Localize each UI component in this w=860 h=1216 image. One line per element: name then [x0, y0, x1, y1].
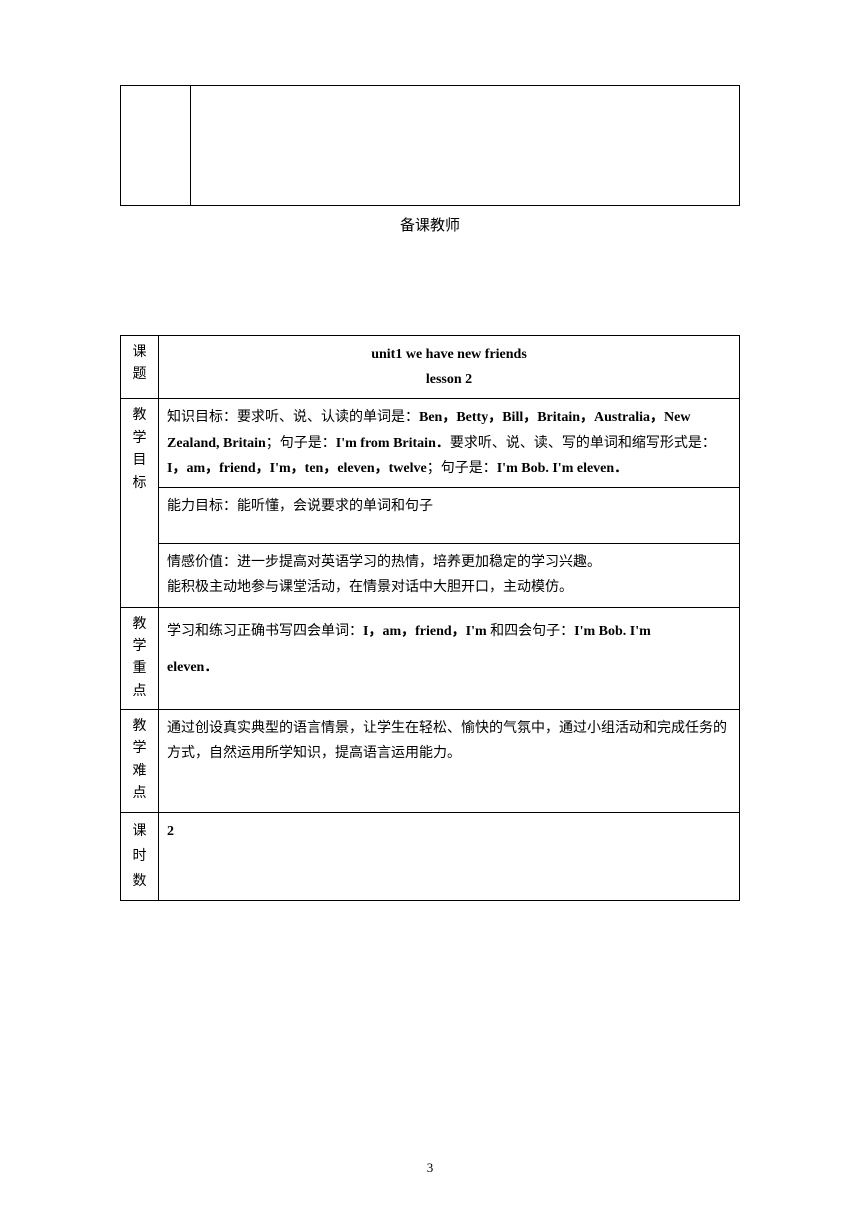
key-points-row: 教 学 重 点 学习和练习正确书写四会单词：I，am，friend，I'm 和四…: [121, 607, 740, 710]
knowledge-sentence1: I'm from Britain．: [336, 436, 450, 451]
knowledge-mid3: ；句子是：: [427, 461, 497, 476]
ability-text: 能力目标：能听懂，会说要求的单词和句子: [167, 499, 433, 514]
knowledge-mid2: 要求听、说、读、写的单词和缩写形式是：: [450, 436, 716, 451]
emotion-line2: 能积极主动地参与课堂活动，在情景对话中大胆开口，主动模仿。: [167, 575, 731, 600]
diff-label-char-3: 难: [133, 761, 147, 783]
objectives-ability-row: 能力目标：能听懂，会说要求的单词和句子: [121, 487, 740, 543]
kp-label-char-2: 学: [133, 636, 147, 658]
ability-spacer: [167, 519, 731, 537]
title-row: 课 题 unit1 we have new friends lesson 2: [121, 336, 740, 399]
periods-value: 2: [167, 824, 174, 839]
obj-label-char-2: 学: [133, 428, 147, 450]
periods-label: 课时数: [133, 824, 147, 889]
periods-label-cell: 课时数: [121, 812, 159, 901]
header-table: [120, 85, 740, 206]
obj-label-char-1: 教: [133, 405, 147, 427]
kp-label-char-4: 点: [133, 681, 147, 703]
diff-label-char-4: 点: [133, 783, 147, 805]
kp-words: I，am，friend，I'm: [363, 624, 487, 639]
kp-mid: 和四会句子：: [487, 624, 575, 639]
header-left-cell: [121, 86, 191, 206]
obj-label-char-4: 标: [133, 473, 147, 495]
obj-label-char-3: 目: [133, 450, 147, 472]
kp-sentence-line2: eleven．: [167, 660, 218, 675]
emotion-objective-cell: 情感价值：进一步提高对英语学习的热情，培养更加稳定的学习兴趣。 能积极主动地参与…: [159, 544, 740, 607]
difficulties-content: 通过创设真实典型的语言情景，让学生在轻松、愉快的气氛中，通过小组活动和完成任务的…: [167, 721, 727, 761]
title-label-char-2: 题: [133, 364, 147, 386]
knowledge-objective-cell: 知识目标：要求听、说、认读的单词是：Ben，Betty，Bill，Britain…: [159, 399, 740, 488]
ability-objective-cell: 能力目标：能听懂，会说要求的单词和句子: [159, 487, 740, 543]
emotion-line1: 情感价值：进一步提高对英语学习的热情，培养更加稳定的学习兴趣。: [167, 550, 731, 575]
header-right-cell: [191, 86, 740, 206]
unit-title-line1: unit1 we have new friends: [167, 342, 731, 367]
difficulties-label-cell: 教 学 难 点: [121, 710, 159, 813]
title-content-cell: unit1 we have new friends lesson 2: [159, 336, 740, 399]
kp-label-char-1: 教: [133, 614, 147, 636]
kp-sentence: I'm Bob. I'm: [574, 624, 651, 639]
difficulties-row: 教 学 难 点 通过创设真实典型的语言情景，让学生在轻松、愉快的气氛中，通过小组…: [121, 710, 740, 813]
objectives-label-cell: 教 学 目 标: [121, 399, 159, 607]
page-number: 3: [427, 1160, 434, 1176]
objectives-knowledge-row: 教 学 目 标 知识目标：要求听、说、认读的单词是：Ben，Betty，Bill…: [121, 399, 740, 488]
difficulties-content-cell: 通过创设真实典型的语言情景，让学生在轻松、愉快的气氛中，通过小组活动和完成任务的…: [159, 710, 740, 813]
teacher-label: 备课教师: [120, 214, 740, 235]
title-label-cell: 课 题: [121, 336, 159, 399]
knowledge-sentence2: I'm Bob. I'm eleven．: [497, 461, 628, 476]
page-container: 备课教师 课 题 unit1 we have new friends lesso…: [0, 0, 860, 901]
key-points-content-cell: 学习和练习正确书写四会单词：I，am，friend，I'm 和四会句子：I'm …: [159, 607, 740, 710]
periods-row: 课时数 2: [121, 812, 740, 901]
knowledge-prefix: 知识目标：要求听、说、认读的单词是：: [167, 410, 419, 425]
kp-prefix: 学习和练习正确书写四会单词：: [167, 624, 363, 639]
unit-title-line2: lesson 2: [167, 367, 731, 392]
diff-label-char-2: 学: [133, 738, 147, 760]
lesson-plan-table: 课 题 unit1 we have new friends lesson 2 教…: [120, 335, 740, 901]
title-label-char-1: 课: [133, 342, 147, 364]
periods-content-cell: 2: [159, 812, 740, 901]
kp-label-char-3: 重: [133, 658, 147, 680]
knowledge-words2: I，am，friend，I'm，ten，eleven，twelve: [167, 461, 427, 476]
objectives-emotion-row: 情感价值：进一步提高对英语学习的热情，培养更加稳定的学习兴趣。 能积极主动地参与…: [121, 544, 740, 607]
diff-label-char-1: 教: [133, 716, 147, 738]
knowledge-mid1: ；句子是：: [266, 436, 336, 451]
key-points-label-cell: 教 学 重 点: [121, 607, 159, 710]
